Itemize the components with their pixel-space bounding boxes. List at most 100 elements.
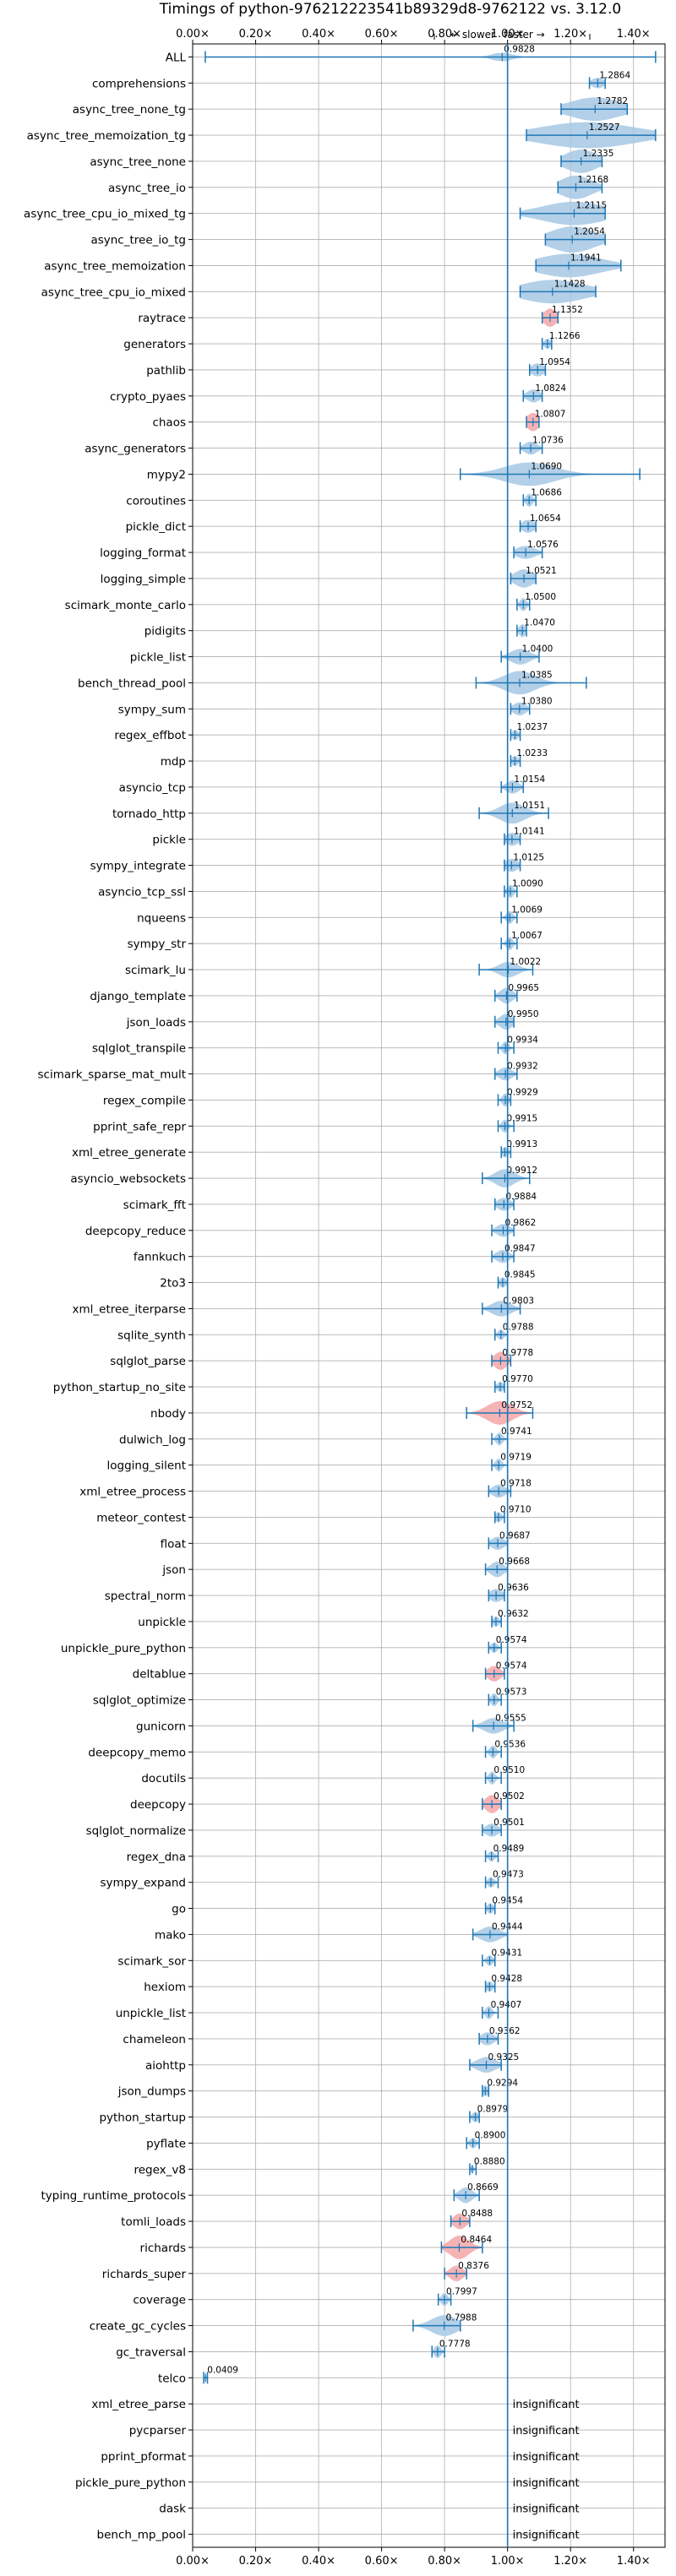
benchmark-label: sympy_expand: [100, 1877, 186, 1890]
x-tick-label-top: 1.00×: [491, 28, 525, 41]
data-label: 0.8880: [474, 2156, 505, 2166]
benchmark-label: pickle_pure_python: [75, 2476, 186, 2490]
data-label: 1.0500: [525, 592, 556, 602]
data-label: 1.0654: [530, 514, 561, 524]
benchmark-label: sqlite_synth: [117, 1329, 186, 1342]
benchmark-label: nqueens: [137, 911, 186, 925]
benchmark-label: pickle: [152, 834, 186, 847]
benchmark-label: pprint_safe_repr: [93, 1120, 186, 1133]
data-label: 0.9574: [496, 1635, 527, 1645]
data-label: 1.2527: [589, 122, 620, 133]
benchmark-label: sqlglot_optimize: [93, 1694, 186, 1708]
x-tick-label-bottom: 0.60×: [365, 2555, 399, 2568]
data-label: 1.0521: [526, 566, 557, 576]
benchmark-label: richards_super: [102, 2268, 187, 2281]
x-tick-label-top: 0.80×: [428, 28, 461, 41]
benchmark-label: regex_dna: [127, 1850, 186, 1864]
data-label: 0.9884: [505, 1192, 537, 1202]
data-label: 0.9710: [500, 1504, 532, 1514]
data-label: 0.9845: [504, 1270, 536, 1280]
benchmark-label: chameleon: [123, 2033, 186, 2046]
x-tick-label-top: 1.40×: [617, 28, 651, 41]
benchmark-label: async_tree_io_tg: [90, 234, 186, 247]
insignificant-label: insignificant: [513, 2451, 580, 2464]
data-label: 0.9668: [499, 1557, 530, 1567]
annotation-slower: ← slower: [450, 29, 495, 41]
x-tick-label-bottom: 0.40×: [302, 2555, 335, 2568]
benchmark-label: sympy_str: [128, 937, 187, 951]
x-tick-label-bottom: 1.00×: [491, 2555, 525, 2568]
benchmark-label: xml_etree_iterparse: [73, 1302, 187, 1316]
benchmark-label: chaos: [152, 416, 186, 430]
benchmark-label: nbody: [150, 1407, 186, 1421]
data-label: 0.7778: [439, 2339, 471, 2349]
benchmark-label: mako: [155, 1928, 186, 1942]
benchmark-label: xml_etree_parse: [91, 2398, 186, 2411]
benchmark-label: pickle_dict: [126, 520, 186, 534]
benchmark-label: logging_simple: [101, 573, 186, 586]
data-label: 0.9718: [500, 1479, 532, 1489]
data-label: 1.0154: [514, 774, 545, 785]
benchmark-label: xml_etree_process: [79, 1486, 186, 1499]
data-label: 1.0736: [532, 436, 564, 446]
data-label: 0.7988: [446, 2313, 477, 2323]
chart-title: Timings of python-976212223541b89329d8-9…: [159, 1, 621, 18]
data-label: 0.9934: [507, 1035, 538, 1046]
data-label: 1.0686: [531, 487, 562, 497]
benchmark-label: coverage: [133, 2294, 186, 2307]
data-label: 0.9912: [506, 1166, 537, 1176]
data-label: 1.0141: [514, 827, 545, 837]
benchmark-label: scimark_sor: [117, 1954, 186, 1968]
data-label: 1.0237: [516, 722, 548, 732]
benchmark-label: pycparser: [129, 2424, 187, 2437]
benchmark-label: gc_traversal: [116, 2345, 186, 2359]
data-label: 1.0385: [521, 670, 553, 680]
benchmark-label: richards: [140, 2242, 186, 2255]
benchmark-label: json_loads: [126, 1016, 186, 1030]
data-label: 0.8488: [461, 2209, 493, 2219]
data-label: 0.9687: [499, 1530, 531, 1541]
benchmark-label: logging_silent: [107, 1459, 186, 1473]
data-label: 0.9847: [504, 1244, 536, 1254]
benchmark-label: async_tree_memoization_tg: [27, 129, 186, 143]
benchmark-label: async_tree_none: [90, 155, 186, 169]
data-label: 0.9294: [487, 2079, 518, 2089]
data-label: 1.0380: [521, 696, 553, 706]
insignificant-label: insignificant: [513, 2530, 580, 2542]
benchmark-label: django_template: [90, 990, 186, 1003]
data-label: 0.9752: [501, 1400, 532, 1410]
benchmark-label: python_startup: [99, 2111, 186, 2125]
benchmark-label: sympy_sum: [118, 703, 186, 716]
benchmark-label: json: [161, 1563, 186, 1577]
benchmark-label: regex_effbot: [114, 729, 186, 742]
benchmark-label: scimark_fft: [123, 1198, 186, 1212]
data-label: 0.9770: [502, 1374, 533, 1384]
data-label: 1.0022: [510, 957, 541, 967]
benchmark-label: bench_thread_pool: [78, 677, 186, 690]
data-label: 0.9573: [496, 1687, 527, 1698]
benchmark-label: deepcopy_memo: [88, 1746, 186, 1759]
benchmark-label: hexiom: [144, 1981, 186, 1994]
benchmark-label: scimark_sparse_mat_mult: [38, 1068, 186, 1082]
data-label: 0.9632: [498, 1609, 529, 1619]
data-label: 0.9574: [496, 1661, 527, 1671]
benchmark-label: dulwich_log: [119, 1433, 186, 1447]
data-label: 0.9636: [498, 1583, 529, 1593]
data-label: 1.0807: [535, 410, 566, 420]
data-label: 0.9828: [504, 44, 535, 54]
data-label: 0.8464: [461, 2235, 492, 2245]
data-label: 0.9536: [494, 1739, 526, 1749]
data-label: 0.9489: [493, 1844, 525, 1854]
x-tick-label-top: 0.00×: [176, 28, 210, 41]
data-label: 1.2864: [599, 70, 630, 80]
benchmark-label: comprehensions: [92, 77, 186, 90]
benchmark-label: ALL: [166, 51, 187, 64]
x-tick-label-top: 1.20×: [553, 28, 587, 41]
benchmark-label: sqlglot_normalize: [86, 1824, 186, 1838]
data-label: 0.9803: [503, 1296, 534, 1306]
benchmark-label: deepcopy_reduce: [85, 1225, 186, 1238]
x-tick-label-bottom: 0.80×: [428, 2555, 461, 2568]
benchmark-label: pyflate: [146, 2137, 186, 2150]
data-label: 0.9913: [506, 1139, 537, 1149]
data-label: 1.0690: [531, 461, 562, 471]
